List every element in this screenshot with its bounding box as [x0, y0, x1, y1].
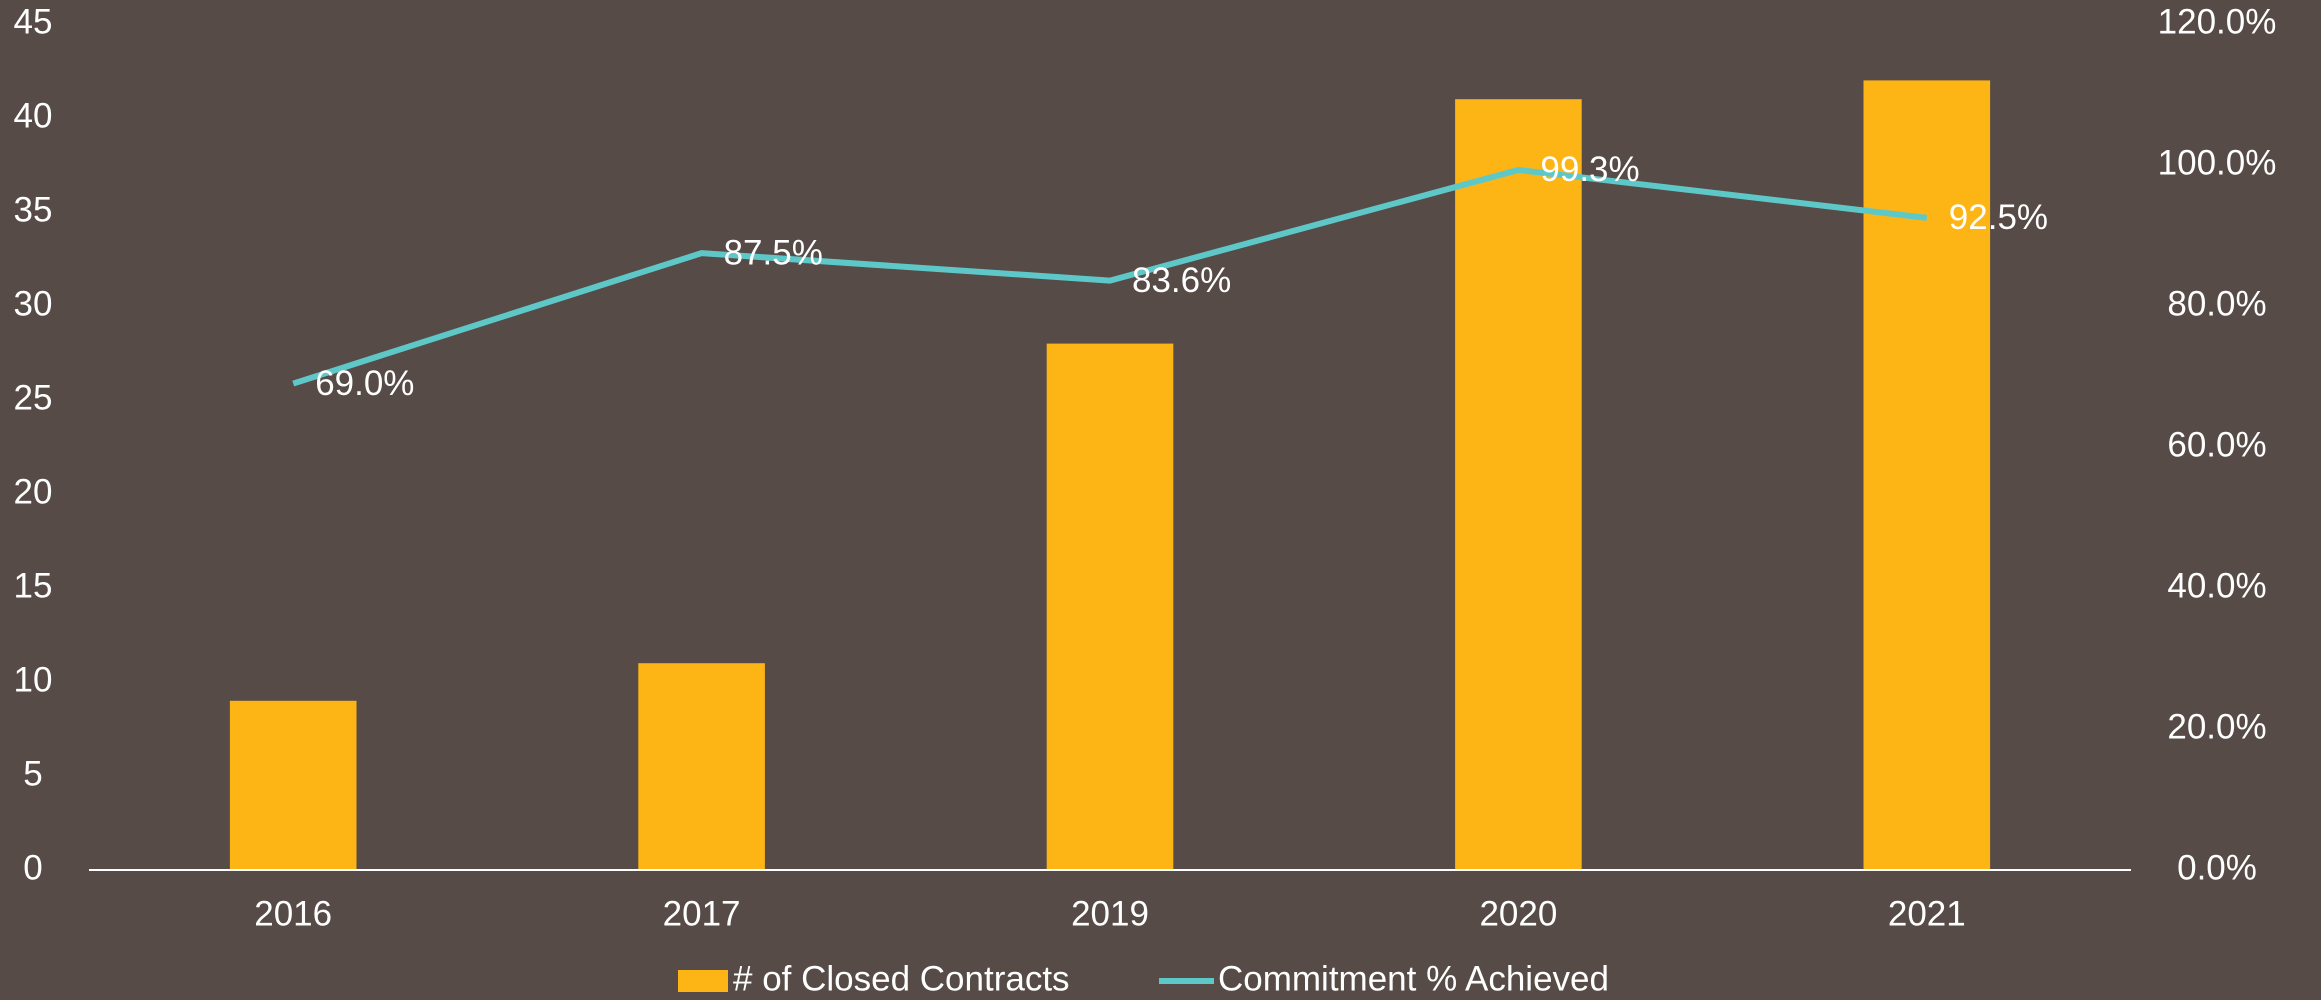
- data-label: 87.5%: [724, 233, 823, 272]
- bar: [1046, 343, 1174, 871]
- y2-tick-label: 0.0%: [2177, 848, 2257, 887]
- y2-tick-label: 120.0%: [2158, 2, 2277, 41]
- y2-tick-label: 40.0%: [2167, 566, 2266, 605]
- legend-label: # of Closed Contracts: [733, 959, 1070, 998]
- y2-tick-label: 100.0%: [2158, 143, 2277, 182]
- data-label: 92.5%: [1949, 198, 2048, 237]
- x-tick-label: 2021: [1888, 894, 1966, 933]
- legend-swatch: [678, 970, 728, 992]
- y-tick-label: 20: [14, 472, 53, 511]
- y-tick-label: 0: [23, 848, 42, 887]
- y-tick-label: 10: [14, 660, 53, 699]
- y2-tick-label: 60.0%: [2167, 425, 2266, 464]
- bar: [1455, 99, 1582, 870]
- y-tick-label: 40: [14, 96, 53, 135]
- y-tick-label: 25: [14, 378, 53, 417]
- y-tick-label: 5: [23, 754, 42, 793]
- y-tick-label: 35: [14, 190, 53, 229]
- x-tick-label: 2019: [1071, 894, 1149, 933]
- y2-tick-label: 20.0%: [2167, 707, 2266, 746]
- bar: [229, 700, 357, 870]
- y2-tick-label: 80.0%: [2167, 284, 2266, 323]
- line: [292, 166, 1928, 387]
- x-tick-label: 2020: [1479, 894, 1557, 933]
- data-label: 83.6%: [1132, 261, 1231, 300]
- legend-label: Commitment % Achieved: [1218, 959, 1609, 998]
- y-tick-label: 30: [14, 284, 53, 323]
- x-tick-label: 2017: [663, 894, 741, 933]
- data-label: 99.3%: [1540, 150, 1639, 189]
- x-tick-label: 2016: [254, 894, 332, 933]
- data-label: 69.0%: [315, 364, 414, 403]
- y-tick-label: 45: [14, 2, 53, 41]
- bar: [638, 663, 765, 870]
- y-tick-label: 15: [14, 566, 53, 605]
